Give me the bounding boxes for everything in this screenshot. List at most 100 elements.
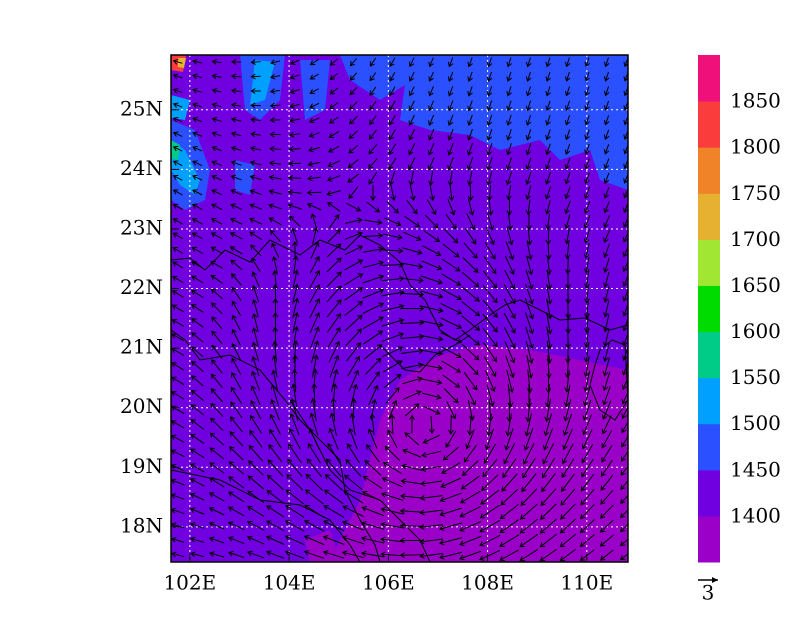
x-tick-label: 102E — [163, 571, 216, 595]
wind-arrow — [231, 357, 242, 375]
wind-arrow — [208, 536, 225, 544]
wind-arrow — [269, 428, 282, 449]
wind-arrow — [250, 88, 261, 94]
wind-arrow — [519, 518, 539, 534]
wind-arrow — [192, 116, 203, 123]
wind-arrow — [268, 189, 282, 195]
wind-arrow — [621, 390, 628, 405]
wind-arrow — [309, 298, 321, 319]
wind-arrow — [419, 553, 443, 559]
y-tick-label: 20N — [120, 394, 163, 418]
wind-arrow — [506, 199, 513, 216]
wind-arrow — [439, 507, 462, 517]
wind-arrow — [310, 241, 320, 259]
map-frame — [170, 54, 629, 563]
wind-arrow — [362, 260, 384, 269]
wind-arrow — [192, 102, 203, 108]
wind-arrow — [461, 286, 480, 302]
wind-arrow — [603, 129, 610, 141]
wind-arrow — [581, 429, 593, 450]
wind-arrow — [380, 521, 404, 529]
wind-arrow — [503, 284, 516, 305]
wind-arrow — [525, 283, 534, 305]
reference-arrow-head — [712, 577, 718, 583]
wind-arrow — [622, 302, 628, 317]
wind-arrow — [402, 390, 422, 400]
wind-arrow — [249, 189, 262, 195]
wind-arrow — [191, 360, 204, 372]
wind-arrow — [322, 550, 345, 559]
wind-arrow — [504, 428, 514, 451]
wind-arrow — [189, 522, 205, 529]
wind-arrow — [171, 333, 185, 342]
wind-arrow — [486, 171, 493, 186]
wind-arrow — [603, 57, 610, 68]
wind-arrow — [541, 473, 556, 493]
wind-arrow — [288, 443, 302, 464]
wind-arrow — [360, 535, 385, 544]
wind-arrow — [344, 259, 364, 271]
wind-arrow — [307, 175, 321, 182]
wind-arrow — [230, 116, 242, 123]
wind-arrow — [499, 519, 520, 533]
wind-arrow — [408, 129, 416, 141]
wind-arrow — [440, 346, 462, 359]
wind-arrow — [427, 157, 435, 171]
wind-arrow — [348, 369, 360, 392]
wind-arrow — [603, 158, 610, 170]
wind-arrow — [427, 128, 435, 141]
wind-arrow — [250, 73, 261, 80]
wind-arrow — [564, 86, 571, 97]
wind-arrow — [484, 428, 495, 451]
wind-arrow — [480, 489, 500, 505]
wind-arrow — [408, 143, 416, 156]
wind-arrow — [328, 214, 340, 229]
wind-arrow — [467, 114, 473, 127]
wind-arrow — [522, 458, 536, 479]
wind-arrow — [250, 116, 261, 123]
wind-arrow — [326, 458, 342, 478]
wind-arrow — [466, 213, 476, 231]
wind-arrow — [583, 243, 590, 259]
wind-arrow — [479, 534, 501, 547]
wind-arrow — [483, 270, 498, 289]
wind-arrow — [230, 102, 242, 109]
wind-arrow — [603, 300, 610, 318]
wind-arrow — [583, 257, 590, 274]
wind-arrow — [539, 518, 557, 534]
wind-arrow — [171, 391, 185, 400]
x-tick-label: 104E — [263, 571, 316, 595]
wind-arrow — [429, 184, 436, 202]
y-tick-label: 18N — [120, 513, 163, 537]
wind-arrow — [603, 186, 610, 199]
wind-arrow — [209, 447, 225, 460]
wind-arrow — [399, 508, 424, 514]
wind-arrow — [312, 226, 319, 245]
wind-arrow — [603, 285, 610, 303]
wind-arrow — [228, 446, 244, 461]
wind-arrow — [622, 245, 628, 258]
wind-arrow — [582, 399, 592, 421]
wind-arrow — [482, 299, 498, 318]
wind-arrow — [290, 227, 298, 244]
wind-arrow — [291, 241, 298, 259]
wind-arrow — [328, 145, 340, 153]
wind-arrow — [328, 340, 341, 363]
wind-arrow — [424, 214, 439, 229]
wind-arrow — [503, 312, 516, 334]
wind-arrow — [388, 143, 397, 156]
wind-arrow — [504, 270, 516, 290]
wind-arrow — [364, 219, 383, 226]
wind-arrow — [192, 87, 203, 94]
wind-arrow — [420, 290, 444, 299]
wind-arrow — [506, 71, 512, 82]
wind-arrow — [172, 131, 183, 137]
wind-arrow — [230, 145, 242, 152]
wind-arrow — [326, 202, 341, 212]
wind-arrow — [426, 199, 437, 216]
wind-arrow — [506, 100, 512, 112]
wind-arrow — [230, 217, 243, 225]
wind-arrow — [545, 100, 551, 112]
wind-arrow — [401, 463, 422, 471]
wind-arrow — [369, 72, 377, 82]
